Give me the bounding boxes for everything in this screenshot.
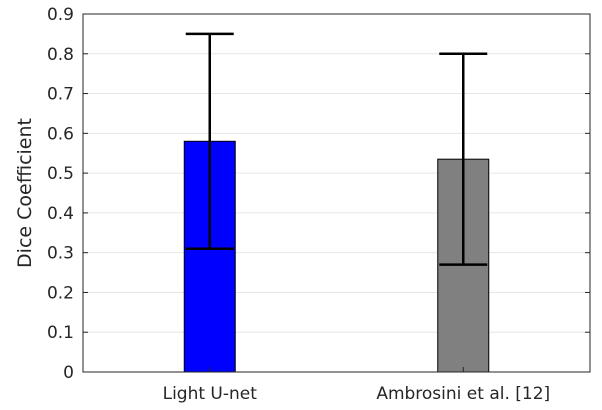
bars [183, 140, 490, 373]
y-axis-label: Dice Coefficient [14, 118, 36, 268]
y-tick-label: 0.9 [47, 5, 74, 25]
y-axis-ticks: 0 0.1 0.2 0.3 0.4 0.5 0.6 0.7 0.8 0.9 [47, 5, 590, 383]
y-tick-label: 0.4 [47, 204, 74, 224]
error-bars [185, 32, 488, 266]
y-tick-label: 0.6 [47, 124, 74, 144]
grid-lines [83, 53, 590, 333]
y-tick-label: 0.7 [47, 85, 74, 105]
x-tick-label: Ambrosini et al. [12] [376, 384, 550, 404]
y-tick-label: 0.2 [47, 283, 74, 303]
x-tick-label: Light U-net [163, 384, 258, 404]
y-tick-label: 0 [63, 363, 74, 383]
y-tick-label: 0.1 [47, 323, 74, 343]
y-tick-label: 0.3 [47, 244, 74, 264]
y-tick-label: 0.8 [47, 45, 74, 65]
x-axis-ticks: Light U-net Ambrosini et al. [12] [163, 367, 550, 404]
y-tick-label: 0.5 [47, 164, 74, 184]
plot-frame [82, 13, 591, 373]
